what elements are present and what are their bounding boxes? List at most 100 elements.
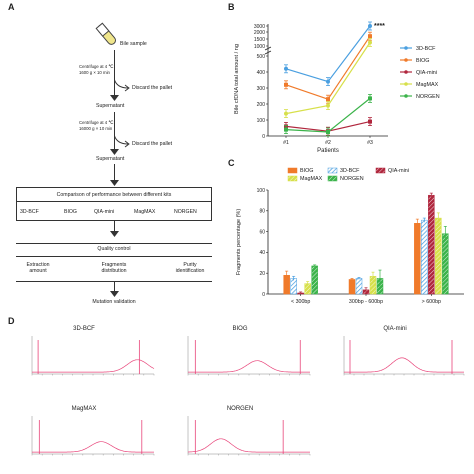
x-tick-label: 300bp - 600bp xyxy=(349,299,383,305)
panel-label-b: B xyxy=(228,2,235,12)
data-point xyxy=(284,66,288,71)
kit-label: NORGEN xyxy=(174,209,197,215)
y-tick-label: 0 xyxy=(262,292,265,298)
bar xyxy=(442,233,449,295)
y-tick-label: 20 xyxy=(259,271,265,277)
data-point xyxy=(368,34,372,39)
centrifuge1-line1: Centrifuge at 4 ℃ xyxy=(79,64,114,69)
trace-title: QIA-mini xyxy=(383,326,406,332)
qc-divider xyxy=(16,256,212,257)
flowchart: Bile sample Centrifuge at 4 ℃ 1600 g × 1… xyxy=(0,0,226,312)
arrow-down-icon xyxy=(110,180,119,186)
qc-top-rule xyxy=(16,243,212,244)
kit-label: BIOG xyxy=(64,209,77,215)
legend-marker xyxy=(404,58,408,62)
data-point xyxy=(368,96,372,101)
trace-title: NORGEN xyxy=(227,406,253,412)
axis-break-mark xyxy=(264,46,272,55)
qc-item-purity: Purity identification xyxy=(168,262,212,274)
y-tick-label: 500 xyxy=(257,54,266,60)
data-point xyxy=(284,82,288,87)
legend-label: 3D-BCF xyxy=(340,168,360,174)
kit-label: 3D-BCF xyxy=(20,209,39,215)
comparison-box xyxy=(16,187,212,221)
flow-line-1 xyxy=(114,50,115,98)
qc-item-line: identification xyxy=(175,268,205,274)
trace-title: 3D-BCF xyxy=(73,326,95,332)
y-tick-label: 100 xyxy=(257,188,266,194)
trace-plot: QIA-mini xyxy=(343,326,465,376)
mutation-validation-label: Mutation validation xyxy=(92,299,136,305)
qc-item-line: Fragments xyxy=(101,262,127,268)
series-line xyxy=(285,35,371,100)
trace-plot: 3D-BCF xyxy=(31,326,155,376)
legend-label: MagMAX xyxy=(416,82,439,88)
legend-swatch xyxy=(375,167,386,174)
bar xyxy=(435,217,442,295)
trace-title: BIOG xyxy=(232,326,247,332)
bar xyxy=(428,194,435,295)
legend-label: QIA-mini xyxy=(416,70,437,76)
y-tick-label: 3000 xyxy=(254,24,265,30)
data-point xyxy=(326,79,330,84)
discard-pallet-label-1: Discard the pallet xyxy=(132,85,173,91)
arrow-down-icon xyxy=(110,291,119,297)
x-axis-title: Patients xyxy=(317,148,339,154)
y-tick-label: 300 xyxy=(257,86,266,92)
series-line xyxy=(285,25,371,83)
bar xyxy=(355,278,363,295)
qc-item-line: Extraction xyxy=(26,262,50,268)
y-tick-label: 40 xyxy=(259,250,265,256)
quality-control-title: Quality control xyxy=(97,246,131,252)
bar xyxy=(348,279,356,295)
y-axis-title: Fragments percentage (%) xyxy=(236,209,242,276)
x-tick-label: #1 xyxy=(283,140,289,146)
legend-label: QIA-mini xyxy=(388,168,409,174)
y-tick-label: 1500 xyxy=(254,37,265,43)
legend-label: NORGEN xyxy=(416,94,440,100)
arrow-down-icon xyxy=(110,149,119,155)
qc-item-line: Purity xyxy=(183,262,197,268)
centrifuge2-line2: 16000 g × 10 min xyxy=(79,126,113,131)
legend-marker xyxy=(404,70,408,74)
x-tick-label: < 300bp xyxy=(291,299,310,305)
y-tick-label: 0 xyxy=(262,134,265,140)
y-tick-label: 80 xyxy=(259,209,265,215)
legend-marker xyxy=(404,94,408,98)
trace-curve xyxy=(32,359,155,373)
x-tick-label: #2 xyxy=(325,140,331,146)
trace-curve xyxy=(344,357,464,373)
y-tick-label: 200 xyxy=(257,102,266,108)
comparison-title: Comparison of performance between differ… xyxy=(56,192,172,198)
data-point xyxy=(368,40,372,45)
trace-curve xyxy=(32,441,154,453)
trace-curve xyxy=(188,438,310,453)
kit-label: QIA-mini xyxy=(94,209,115,215)
comparison-divider xyxy=(16,201,212,202)
electropherogram-panel: 3D-BCF BIOG QIA-mini MagMAX NORGEN xyxy=(0,322,474,474)
centrifuge2-line1: Centrifuge at 4 ℃ xyxy=(79,120,114,125)
supernatant-label-1: Supernatant xyxy=(96,103,125,109)
flow-line-4 xyxy=(114,221,115,235)
legend-swatch xyxy=(287,167,298,174)
qc-item-line: distribution xyxy=(101,268,127,274)
x-tick-label: > 600bp xyxy=(422,299,441,305)
legend-label: NORGEN xyxy=(340,176,364,182)
bile-sample-label: Bile sample xyxy=(120,41,147,47)
legend-marker xyxy=(404,82,408,86)
bar xyxy=(414,223,421,295)
data-point xyxy=(368,119,372,124)
y-axis-title: Bile cfDNA total amount / ng xyxy=(234,44,240,114)
kit-label: MagMAX xyxy=(134,209,156,215)
supernatant-label-2: Supernatant xyxy=(96,156,125,162)
legend-swatch xyxy=(287,175,298,182)
qc-item-extraction: Extraction amount xyxy=(18,262,58,274)
chart-c-bar: 0 20 40 60 80 100 Fragments percentage (%) < 30… xyxy=(236,167,464,305)
legend-marker xyxy=(404,46,408,50)
data-point xyxy=(284,127,288,132)
legend-label: 3D-BCF xyxy=(416,46,436,52)
trace-plot: BIOG xyxy=(187,326,311,376)
branch-arrow-1 xyxy=(114,77,130,92)
legend-label: MagMAX xyxy=(300,176,323,182)
